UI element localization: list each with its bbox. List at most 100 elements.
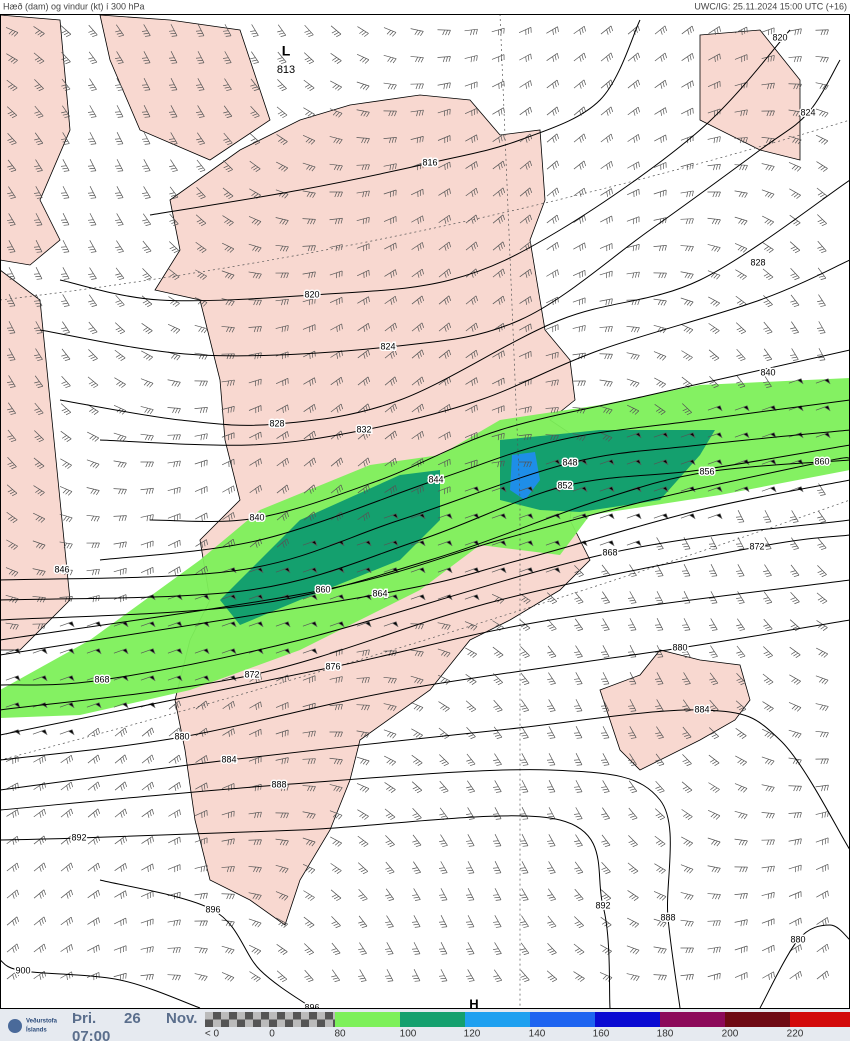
wind-barb xyxy=(680,459,696,466)
wind-barb xyxy=(276,917,288,928)
wind-barb xyxy=(788,702,802,712)
wind-barb xyxy=(681,80,694,89)
wind-barb xyxy=(709,727,719,740)
wind-barb xyxy=(194,865,208,873)
wind-barb xyxy=(385,861,395,875)
wind-barb xyxy=(547,943,557,956)
wind-barb xyxy=(707,972,721,981)
wind-barb xyxy=(276,538,290,548)
checker xyxy=(325,1019,333,1027)
wind-barb xyxy=(627,134,640,143)
wind-barb xyxy=(466,969,475,982)
wind-barb xyxy=(223,105,233,118)
wind-barb xyxy=(626,945,640,955)
wind-barb xyxy=(88,24,98,38)
wind-barb xyxy=(438,376,451,386)
wind-barb xyxy=(33,782,46,791)
wind-barb xyxy=(410,162,424,171)
wind-barb xyxy=(275,864,289,874)
wind-barb xyxy=(815,784,829,792)
wind-barb xyxy=(626,216,640,225)
wind-barb xyxy=(248,728,262,738)
wind-barb xyxy=(331,942,341,956)
wind-barb xyxy=(168,782,181,791)
wind-barb xyxy=(707,946,721,954)
wind-barb xyxy=(356,621,372,628)
wind-barb xyxy=(464,594,480,601)
wind-barb xyxy=(491,593,505,604)
wind-barb xyxy=(304,943,314,956)
wind-barb xyxy=(115,294,125,308)
wind-barb xyxy=(734,838,748,846)
wind-barb xyxy=(761,865,775,873)
wind-barb xyxy=(708,296,720,307)
wind-barb xyxy=(140,514,154,522)
wind-barb xyxy=(384,269,397,278)
wind-barb xyxy=(815,703,829,712)
wind-barb xyxy=(788,135,802,145)
wind-barb xyxy=(600,726,610,739)
checker xyxy=(317,1019,325,1027)
contour-label: 872 xyxy=(244,669,259,679)
wind-barb xyxy=(437,513,453,520)
wind-barb xyxy=(276,943,288,955)
wind-barb xyxy=(195,782,208,791)
wind-barb xyxy=(194,486,208,495)
wind-barb xyxy=(34,402,44,416)
wind-barb xyxy=(707,81,721,90)
wind-barb xyxy=(87,213,97,226)
wind-barb xyxy=(466,807,475,820)
contour-label: 846 xyxy=(54,564,69,574)
wind-barb xyxy=(194,892,208,900)
wind-barb xyxy=(654,377,666,388)
wind-barb xyxy=(438,888,448,901)
wind-barb xyxy=(88,349,98,362)
wind-barb xyxy=(384,430,398,440)
wind-barb xyxy=(6,106,18,119)
wind-barb xyxy=(680,271,694,279)
wind-barb xyxy=(87,186,97,199)
wind-barb xyxy=(817,565,827,578)
wind-barb xyxy=(249,674,262,683)
wind-barb xyxy=(788,785,802,792)
wind-barb xyxy=(518,513,534,520)
wind-barb xyxy=(626,973,640,982)
wind-barb xyxy=(195,24,205,37)
checker xyxy=(229,1012,237,1020)
wind-barb xyxy=(33,916,47,926)
wind-barb xyxy=(817,321,826,334)
wind-barb xyxy=(5,675,21,682)
wind-barb xyxy=(653,486,669,493)
wind-barb xyxy=(410,56,424,63)
wind-barb xyxy=(167,434,181,441)
checker xyxy=(325,1012,333,1020)
wind-barb xyxy=(330,484,344,494)
wind-barb xyxy=(626,244,640,252)
wind-barb xyxy=(168,539,181,549)
wind-barb xyxy=(59,675,75,682)
wind-barb xyxy=(709,645,718,658)
wind-barb xyxy=(384,485,397,494)
wind-barb xyxy=(465,322,478,332)
wind-barb xyxy=(249,458,262,467)
wind-barb xyxy=(411,322,425,332)
wind-barb xyxy=(32,540,46,550)
wind-barb xyxy=(465,915,475,928)
wind-barb xyxy=(817,240,827,254)
wind-barb xyxy=(277,79,287,92)
wind-barb xyxy=(195,727,208,737)
checker xyxy=(269,1012,277,1020)
wind-barb xyxy=(763,295,773,308)
wind-barb xyxy=(545,434,559,441)
wind-barb xyxy=(6,539,18,550)
wind-barb xyxy=(627,699,637,712)
wind-barb xyxy=(6,862,19,872)
wind-barb xyxy=(88,267,97,280)
wind-barb xyxy=(194,433,208,441)
wind-barb xyxy=(763,537,772,550)
wind-barb xyxy=(221,242,235,253)
wind-barb xyxy=(546,160,560,170)
wind-barb xyxy=(275,757,289,765)
wind-barb xyxy=(817,294,826,307)
wind-barb xyxy=(411,781,423,794)
